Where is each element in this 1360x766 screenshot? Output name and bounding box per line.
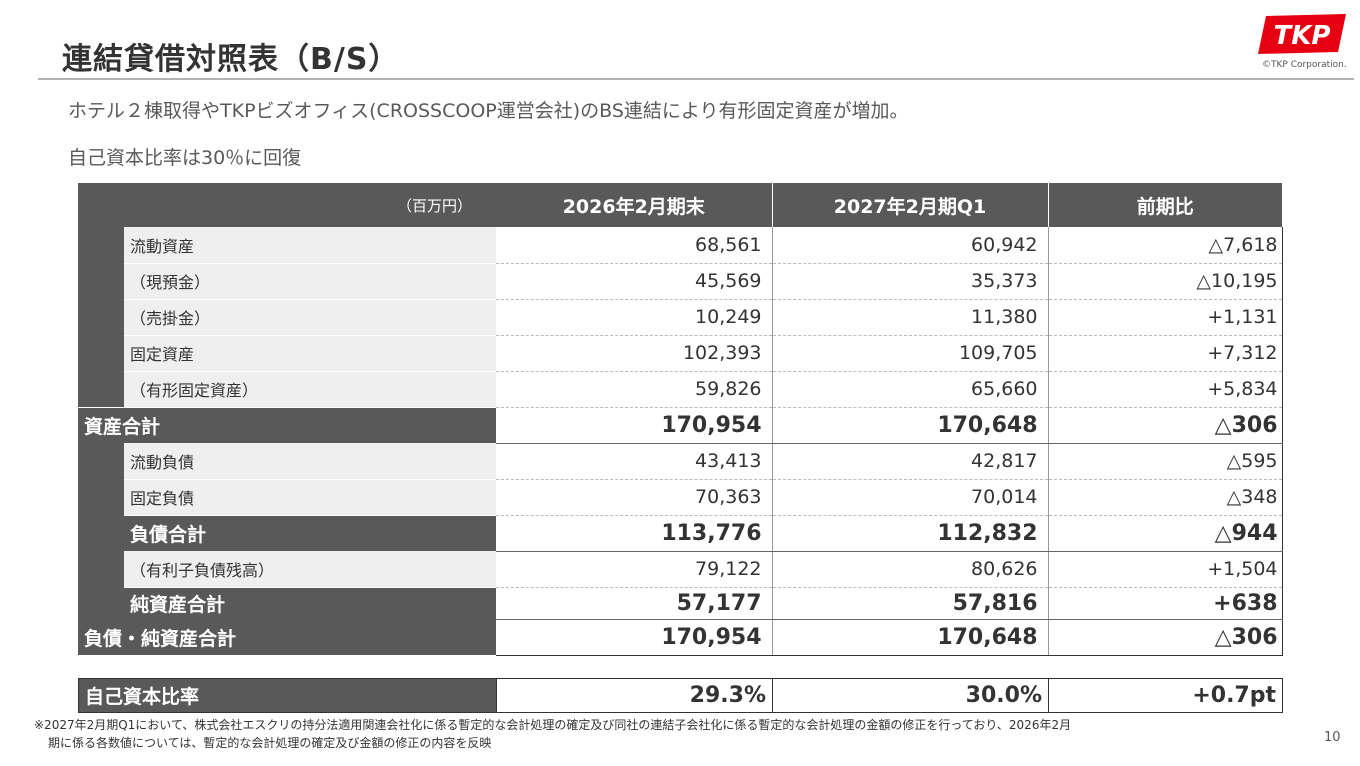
table-row-grand-total: 負債・純資産合計 170,954 170,648 △306 — [78, 619, 1283, 656]
row-label: 資産合計 — [78, 407, 497, 443]
table-row-total: 負債合計 113,776 112,832 △944 — [78, 515, 1283, 552]
value-cell: 42,817 — [772, 443, 1049, 480]
diff-cell: △306 — [1048, 619, 1283, 656]
footnote-line-1: ※2027年2月期Q1において、株式会社エスクリの持分法適用関連会社化に係る暫定… — [34, 718, 1072, 732]
row-label: （有形固定資産） — [124, 371, 497, 408]
page-title: 連結貸借対照表（B/S） — [62, 42, 400, 77]
svg-text:TKP: TKP — [1274, 21, 1331, 51]
lead-text-1: ホテル２棟取得やTKPビズオフィス(CROSSCOOP運営会社)のBS連結により… — [68, 100, 909, 122]
table-row: （有形固定資産） 59,826 65,660 +5,834 — [78, 371, 1283, 408]
value-cell: 60,942 — [772, 227, 1049, 264]
value-cell: 11,380 — [772, 299, 1049, 336]
diff-cell: △595 — [1048, 443, 1283, 480]
table-row: （現預金） 45,569 35,373 △10,195 — [78, 263, 1283, 300]
diff-cell: △306 — [1048, 407, 1283, 444]
value-cell: 10,249 — [496, 299, 773, 336]
value-cell: 29.3% — [496, 678, 773, 713]
value-cell: 170,954 — [496, 619, 773, 656]
row-label: （有利子負債残高） — [124, 551, 497, 588]
value-cell: 57,816 — [772, 587, 1049, 620]
row-label: 負債合計 — [124, 515, 497, 551]
table-row: 流動負債 43,413 42,817 △595 — [78, 443, 1283, 480]
value-cell: 59,826 — [496, 371, 773, 408]
row-label: 流動負債 — [124, 443, 497, 480]
tkp-logo: TKP — [1258, 14, 1346, 54]
value-cell: 79,122 — [496, 551, 773, 588]
value-cell: 113,776 — [496, 515, 773, 552]
copyright-text: ©TKP Corporation. — [1262, 60, 1347, 70]
value-cell: 102,393 — [496, 335, 773, 372]
value-cell: 112,832 — [772, 515, 1049, 552]
table-row-total: 純資産合計 57,177 57,816 +638 — [78, 587, 1283, 620]
table-row: （有利子負債残高） 79,122 80,626 +1,504 — [78, 551, 1283, 588]
row-label: （現預金） — [124, 263, 497, 300]
value-cell: 80,626 — [772, 551, 1049, 588]
value-cell: 170,648 — [772, 619, 1049, 656]
diff-cell: +1,131 — [1048, 299, 1283, 336]
balance-sheet-table: （百万円） 2026年2月期末 2027年2月期Q1 前期比 流動資産 68,5… — [78, 183, 1283, 656]
diff-cell: +7,312 — [1048, 335, 1283, 372]
table-row: 固定負債 70,363 70,014 △348 — [78, 479, 1283, 516]
row-label: 流動資産 — [124, 227, 497, 264]
row-label: 負債・純資産合計 — [78, 619, 497, 655]
page-number: 10 — [1324, 730, 1341, 745]
footnote: ※2027年2月期Q1において、株式会社エスクリの持分法適用関連会社化に係る暫定… — [34, 716, 1324, 752]
value-cell: 170,954 — [496, 407, 773, 444]
row-label: 純資産合計 — [124, 587, 497, 619]
title-divider — [38, 78, 1354, 80]
table-row: 流動資産 68,561 60,942 △7,618 — [78, 227, 1283, 264]
equity-ratio-table: 自己資本比率 29.3% 30.0% +0.7pt — [78, 678, 1283, 713]
table-row-total: 資産合計 170,954 170,648 △306 — [78, 407, 1283, 444]
column-header: 前期比 — [1048, 183, 1283, 227]
value-cell: 70,363 — [496, 479, 773, 516]
value-cell: 170,648 — [772, 407, 1049, 444]
value-cell: 45,569 — [496, 263, 773, 300]
table-header-row: （百万円） 2026年2月期末 2027年2月期Q1 前期比 — [78, 183, 1283, 227]
row-label: 固定資産 — [124, 335, 497, 372]
diff-cell: △10,195 — [1048, 263, 1283, 300]
value-cell: 68,561 — [496, 227, 773, 264]
diff-cell: +638 — [1048, 587, 1283, 620]
value-cell: 109,705 — [772, 335, 1049, 372]
diff-cell: △944 — [1048, 515, 1283, 552]
value-cell: 30.0% — [772, 678, 1049, 713]
value-cell: 35,373 — [772, 263, 1049, 300]
diff-cell: +0.7pt — [1048, 678, 1283, 713]
footnote-line-2: 期に係る各数値については、暫定的な会計処理の確定及び金額の修正の内容を反映 — [48, 736, 492, 750]
table-row: 固定資産 102,393 109,705 +7,312 — [78, 335, 1283, 372]
diff-cell: △7,618 — [1048, 227, 1283, 264]
table-row: （売掛金） 10,249 11,380 +1,131 — [78, 299, 1283, 336]
value-cell: 57,177 — [496, 587, 773, 620]
row-label: 自己資本比率 — [78, 678, 497, 713]
column-header: 2026年2月期末 — [496, 183, 773, 227]
value-cell: 70,014 — [772, 479, 1049, 516]
column-header: 2027年2月期Q1 — [772, 183, 1049, 227]
row-label: 固定負債 — [124, 479, 497, 516]
diff-cell: +1,504 — [1048, 551, 1283, 588]
unit-label: （百万円） — [78, 183, 497, 227]
lead-text-2: 自己資本比率は30％に回復 — [68, 147, 302, 169]
row-label: （売掛金） — [124, 299, 497, 336]
value-cell: 43,413 — [496, 443, 773, 480]
diff-cell: △348 — [1048, 479, 1283, 516]
diff-cell: +5,834 — [1048, 371, 1283, 408]
equity-ratio-row: 自己資本比率 29.3% 30.0% +0.7pt — [78, 678, 1283, 713]
value-cell: 65,660 — [772, 371, 1049, 408]
